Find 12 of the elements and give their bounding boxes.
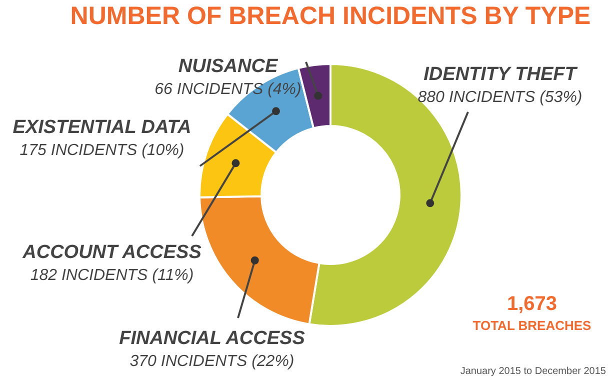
data-label: 175 INCIDENTS (10%) [20, 142, 184, 159]
slice-label: NUISANCE [178, 56, 279, 77]
data-label: 182 INCIDENTS (11%) [30, 267, 194, 284]
text: January 2015 to December 2015 [460, 366, 606, 377]
slice-label: ACCOUNT ACCESS [22, 242, 202, 263]
text: 1,673 TOTAL BREACHES [472, 293, 592, 333]
slice-label: FINANCIAL ACCESS [119, 328, 306, 349]
data-label: 880 INCIDENTS (53%) [418, 89, 582, 106]
data-label: 370 INCIDENTS (22%) [130, 353, 294, 370]
slice-label: IDENTITY THEFT [424, 64, 578, 85]
slice-label: EXISTENTIAL DATA [12, 117, 192, 138]
chart-title: NUMBER OF BREACH INCIDENTS BY TYPE [70, 2, 591, 30]
